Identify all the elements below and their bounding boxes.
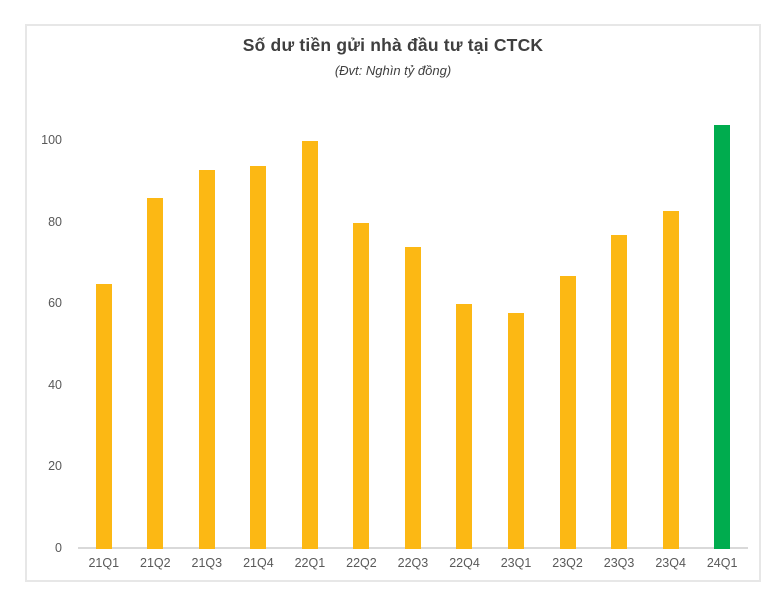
bar-21Q2: [147, 198, 164, 549]
x-axis-tick-label: 23Q1: [500, 556, 532, 570]
bar-slot: [387, 120, 439, 549]
bar-22Q1: [301, 141, 318, 549]
bar-slot: [181, 120, 233, 549]
x-axis-tick-label: 23Q2: [552, 556, 583, 570]
bar-slot: [336, 120, 388, 549]
x-axis-tick-label: 22Q4: [449, 556, 480, 570]
x-axis-tick-label: 22Q2: [346, 556, 377, 570]
chart-title: Số dư tiền gửi nhà đầu tư tại CTCK: [242, 35, 544, 55]
bar-22Q4: [456, 304, 473, 549]
bar-slot: [78, 120, 130, 549]
x-axis-tick-label: 21Q2: [140, 556, 171, 570]
bar-slot: [542, 120, 594, 549]
bar-24Q1: [714, 124, 731, 549]
x-axis-tick-label: 22Q3: [397, 556, 429, 570]
bar-23Q2: [559, 275, 576, 549]
bar-23Q4: [662, 210, 679, 549]
x-axis-tick-label: 22Q1: [294, 556, 326, 570]
bar-23Q1: [508, 312, 525, 549]
x-axis-tick-label: 24Q1: [706, 556, 738, 570]
bar-slot: [490, 120, 542, 549]
plot-area: [78, 120, 748, 549]
x-axis-tick-label: 23Q4: [655, 556, 686, 570]
x-axis-tick-label: 23Q3: [603, 556, 635, 570]
x-axis: 21Q1 21Q2 21Q3 21Q4 22Q1 22Q2 22Q3 22Q4 23Q1 23Q2…: [78, 556, 748, 570]
bar-slot: [284, 120, 336, 549]
bar-slot: [645, 120, 697, 549]
bar-22Q2: [353, 222, 370, 549]
bar-22Q3: [404, 247, 421, 549]
x-axis-tick-label: 21Q4: [243, 556, 274, 570]
chart-subtitle: (Đvt: Nghìn tỷ đồng): [334, 63, 452, 78]
bar-21Q3: [198, 169, 215, 549]
bar-21Q1: [95, 283, 112, 549]
x-axis-tick-label: 21Q3: [191, 556, 223, 570]
bar-21Q4: [250, 165, 267, 549]
bar-slot: [439, 120, 491, 549]
bar-slot: [696, 120, 748, 549]
bar-23Q3: [611, 235, 628, 549]
bar-slot: [130, 120, 182, 549]
bar-slot: [593, 120, 645, 549]
bar-slot: [233, 120, 285, 549]
x-axis-tick-label: 21Q1: [88, 556, 120, 570]
